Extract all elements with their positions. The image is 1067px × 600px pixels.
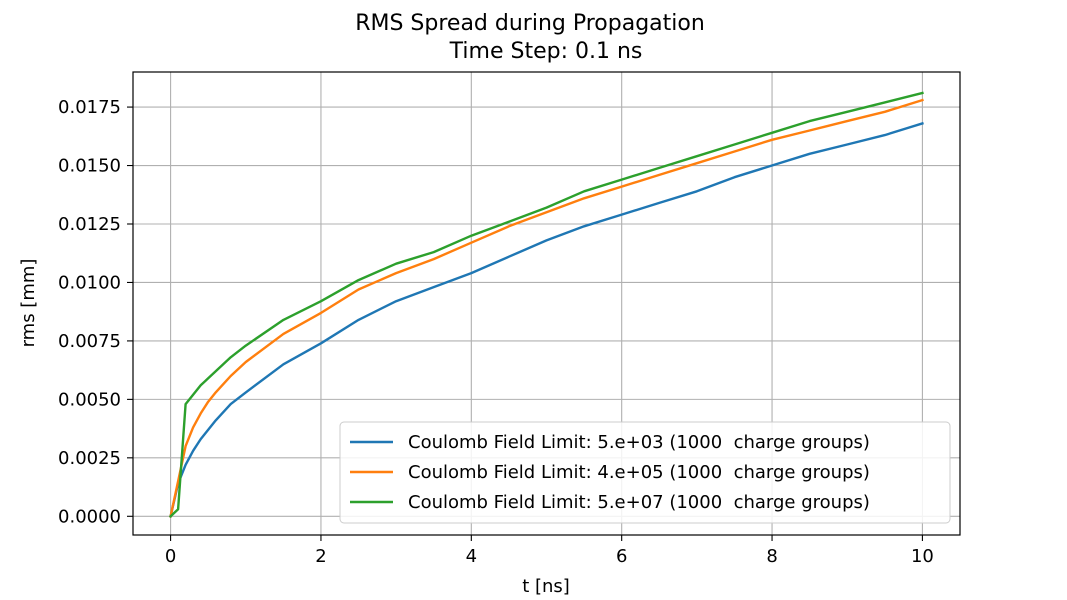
y-axis: 0.0000 0.0025 0.0050 0.0075 0.0100 0.0125 0.01… — [58, 97, 133, 527]
legend-box — [339, 421, 951, 524]
legend-label-3: Coulomb Field Limit: 5.e+07 (1000 charge… — [408, 492, 870, 513]
y-tick-label: 0.0100 — [58, 272, 121, 293]
x-tick-label: 2 — [315, 546, 326, 567]
legend: Coulomb Field Limit: 5.e+03 (1000 charge… — [339, 421, 951, 524]
x-tick-label: 6 — [616, 546, 627, 567]
x-tick-label: 8 — [766, 546, 777, 567]
x-tick-label: 10 — [911, 546, 934, 567]
chart-subtitle: Time Step: 0.1 ns — [449, 39, 643, 64]
y-axis-label: rms [mm] — [18, 259, 39, 348]
plot-area — [168, 91, 924, 518]
x-tick-label: 4 — [466, 546, 477, 567]
y-tick-label: 0.0050 — [58, 389, 121, 410]
axes-frame — [132, 71, 961, 536]
series-line-1 — [169, 121, 924, 518]
y-tick-label: 0.0025 — [58, 448, 121, 469]
y-tick-label: 0.0150 — [58, 156, 121, 177]
x-tick-label: 0 — [165, 546, 176, 567]
series-line-2 — [169, 98, 924, 518]
x-axis-label: t [ns] — [522, 576, 570, 597]
legend-label-1: Coulomb Field Limit: 5.e+03 (1000 charge… — [408, 432, 870, 453]
x-axis: 0 2 4 6 8 10 — [165, 535, 934, 567]
y-tick-label: 0.0000 — [58, 506, 121, 527]
grid — [133, 72, 960, 535]
y-tick-label: 0.0075 — [58, 331, 121, 352]
series-line-3 — [168, 91, 924, 518]
chart-title: RMS Spread during Propagation — [355, 11, 705, 36]
legend-label-2: Coulomb Field Limit: 4.e+05 (1000 charge… — [408, 462, 870, 483]
y-tick-label: 0.0125 — [58, 214, 121, 235]
y-tick-label: 0.0175 — [58, 97, 121, 118]
